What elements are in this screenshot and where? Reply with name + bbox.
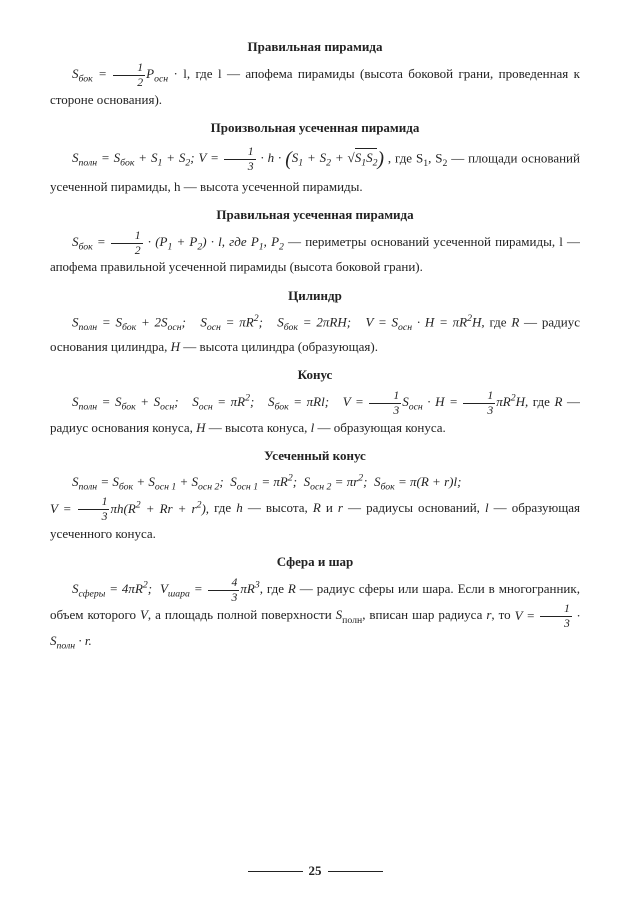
para-sphere-ball: Sсферы = 4πR2; Vшара = 43πR3, где R — ра…	[50, 577, 580, 655]
heading-arbitrary-frustum-pyramid: Произвольная усеченная пирамида	[50, 117, 580, 139]
heading-regular-pyramid: Правильная пирамида	[50, 36, 580, 58]
page-number: 25	[309, 863, 322, 878]
page-footer: 25	[0, 860, 630, 882]
para-cylinder: Sполн = Sбок + 2Sосн; Sосн = πR2; Sбок =…	[50, 311, 580, 359]
para-frustum-cone: Sполн = Sбок + Sосн 1 + Sосн 2; Sосн 1 =…	[50, 471, 580, 545]
para-arbitrary-frustum-pyramid: Sполн = Sбок + S1 + S2; V = 13 · h · S1 …	[50, 143, 580, 198]
heading-cylinder: Цилиндр	[50, 285, 580, 307]
heading-frustum-cone: Усеченный конус	[50, 445, 580, 467]
heading-sphere-ball: Сфера и шар	[50, 551, 580, 573]
page-content: Правильная пирамида Sбок = 12Pосн · l, г…	[50, 30, 580, 850]
para-regular-pyramid: Sбок = 12Pосн · l, где l — апофема пирам…	[50, 62, 580, 111]
heading-cone: Конус	[50, 364, 580, 386]
heading-regular-frustum-pyramid: Правильная усеченная пирамида	[50, 204, 580, 226]
para-cone: Sполн = Sбок + Sосн; Sосн = πR2; Sбок = …	[50, 390, 580, 439]
para-regular-frustum-pyramid: Sбок = 12 · (P1 + P2) · l, где P1, P2 — …	[50, 230, 580, 279]
